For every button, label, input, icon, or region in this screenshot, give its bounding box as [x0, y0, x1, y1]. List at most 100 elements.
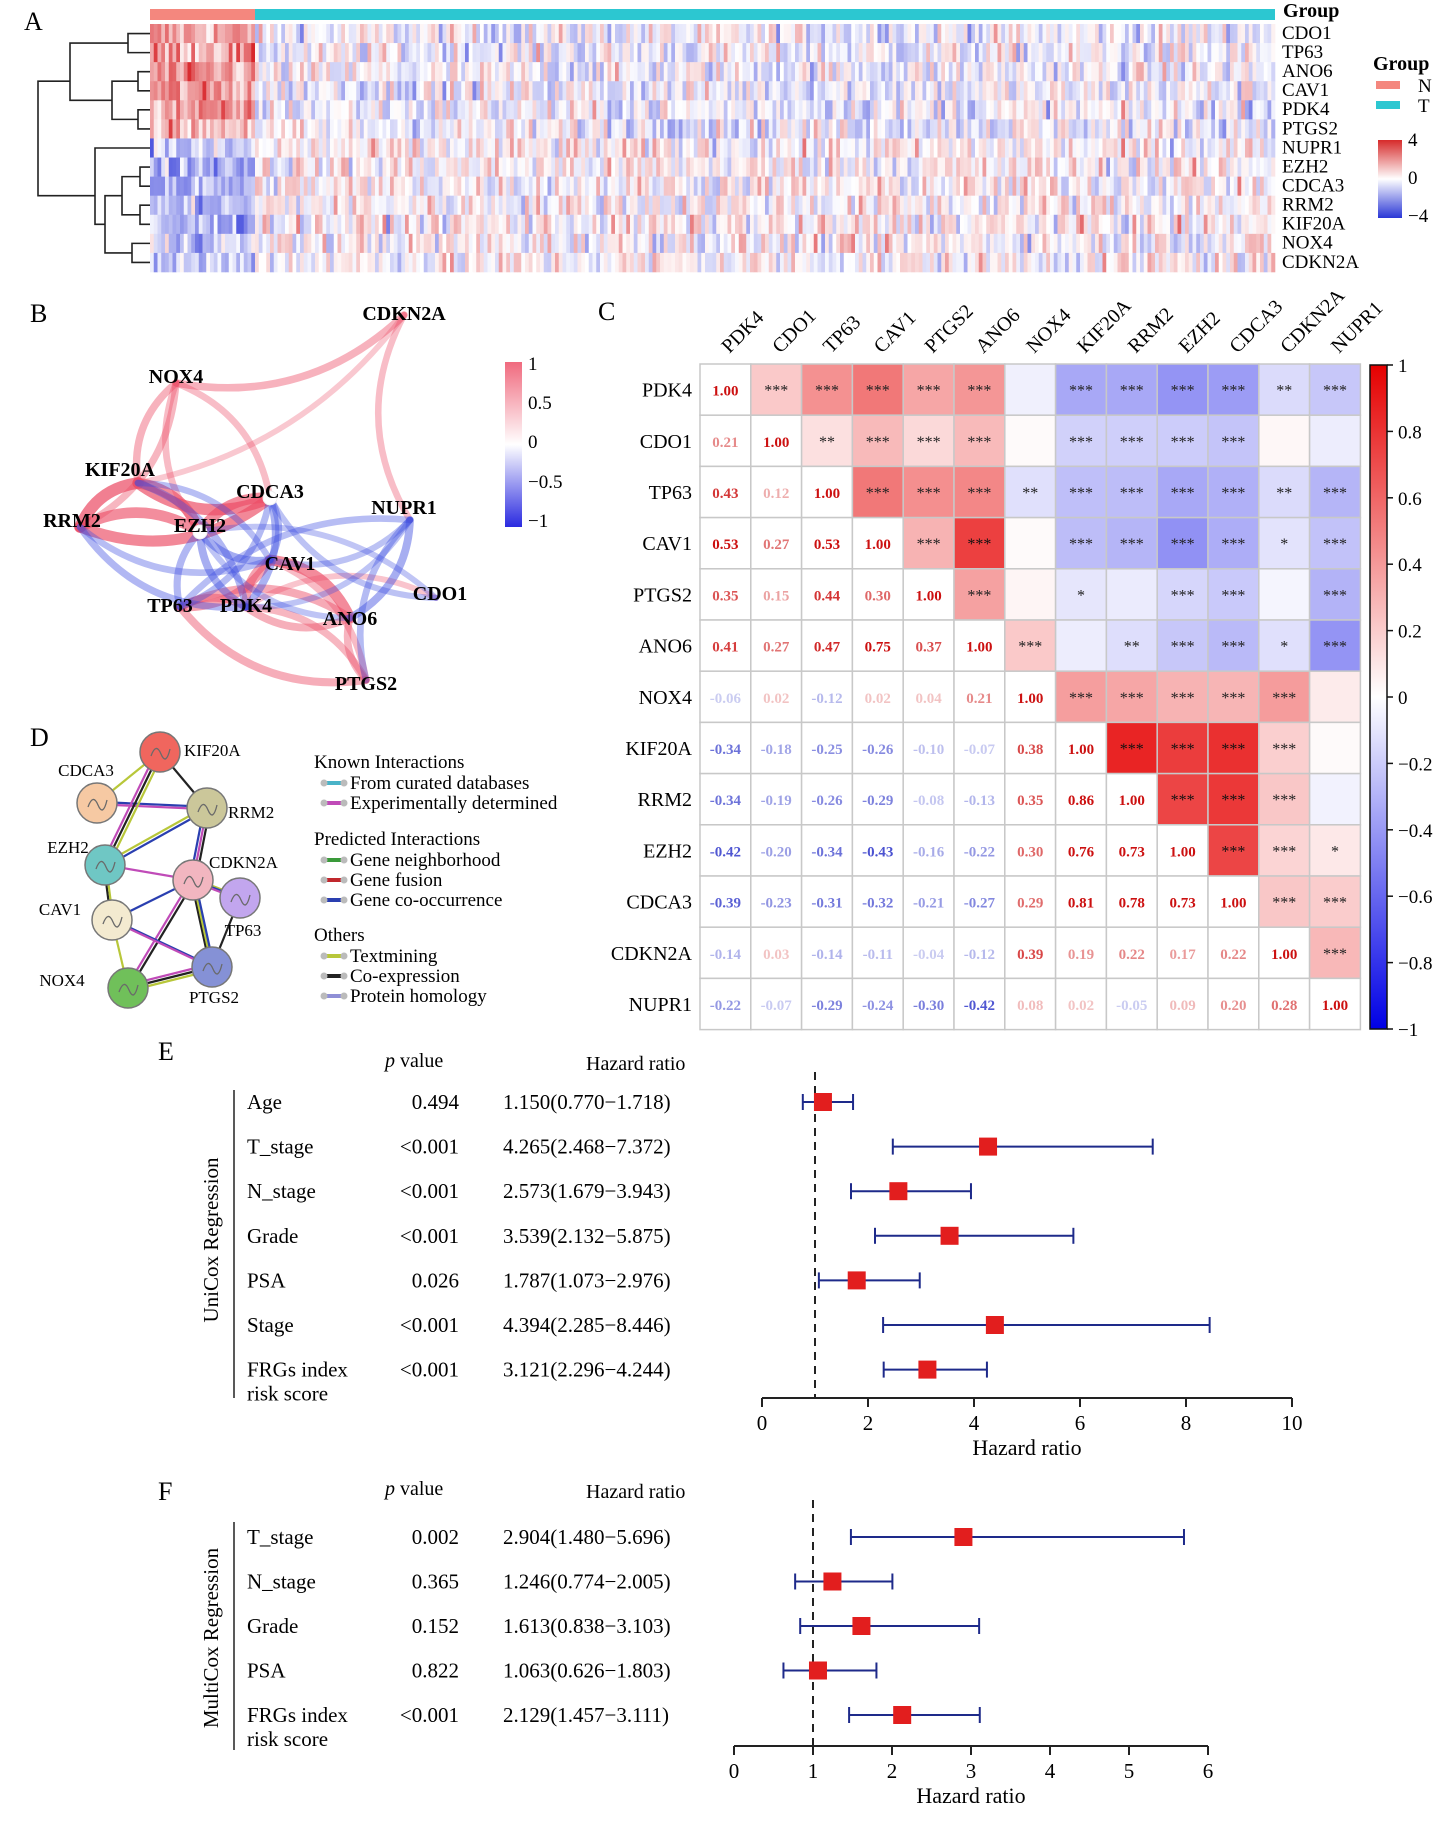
heatmap-cell — [993, 119, 998, 139]
heatmap-cell — [1181, 81, 1186, 101]
corr-cell — [750, 772, 803, 826]
heatmap-cell — [311, 214, 316, 235]
heatmap-cell — [262, 252, 267, 273]
heatmap-cell — [967, 138, 972, 158]
heatmap-cell — [1162, 214, 1167, 235]
heatmap-cell — [686, 100, 691, 120]
heatmap-cell — [708, 62, 713, 82]
heatmap-cell — [817, 176, 822, 196]
heatmap-cell — [558, 100, 563, 120]
heatmap-cell — [847, 24, 852, 44]
forest-group-label: MultiCox Regression — [199, 1547, 223, 1728]
heatmap-cell — [513, 157, 518, 177]
heatmap-cell — [768, 100, 773, 120]
heatmap-cell — [783, 195, 788, 216]
heatmap-cell — [1260, 176, 1265, 196]
heatmap-cell — [438, 157, 443, 177]
heatmap-cell — [907, 100, 912, 120]
heatmap-cell — [667, 195, 672, 216]
heatmap-cell — [228, 214, 233, 235]
heatmap-cell — [1110, 195, 1115, 216]
heatmap-cell — [525, 233, 530, 254]
heatmap-cell — [423, 195, 428, 216]
heatmap-cell — [532, 214, 537, 235]
heatmap-cell — [1091, 176, 1096, 196]
corr-row-label: CDO1 — [640, 431, 692, 453]
heatmap-cell — [802, 157, 807, 177]
corr-row-label: CDKN2A — [611, 943, 693, 965]
heatmap-cell — [330, 62, 335, 82]
heatmap-cell — [405, 195, 410, 216]
heatmap-cell — [506, 43, 511, 63]
heatmap-cell — [341, 24, 346, 44]
heatmap-cell — [660, 195, 665, 216]
heatmap-cell — [1102, 24, 1107, 44]
heatmap-cell — [555, 100, 560, 120]
heatmap-cell — [1170, 62, 1175, 82]
heatmap-cell — [720, 62, 725, 82]
heatmap-cell — [922, 138, 927, 158]
heatmap-cell — [858, 62, 863, 82]
heatmap-cell — [675, 119, 680, 139]
corr-significance: *** — [1221, 843, 1245, 860]
heatmap-cell — [1207, 81, 1212, 101]
heatmap-cell — [202, 43, 207, 63]
heatmap-cell — [1050, 24, 1055, 44]
heatmap-cell — [892, 119, 897, 139]
heatmap-cell — [1035, 252, 1040, 273]
heatmap-cell — [243, 138, 248, 158]
corr-cell — [902, 516, 955, 570]
heatmap-cell — [172, 195, 177, 216]
ppi-legend-dot — [340, 972, 348, 980]
heatmap-cell — [180, 195, 185, 216]
heatmap-cell — [810, 176, 815, 196]
network-edge — [266, 494, 440, 602]
forest-x-tick-label: 2 — [887, 1759, 898, 1783]
dendrogram-branch — [111, 80, 138, 121]
heatmap-cell — [266, 233, 271, 254]
heatmap-cell — [558, 195, 563, 216]
heatmap-cell — [1200, 43, 1205, 63]
heatmap-cell — [1196, 214, 1201, 235]
heatmap-cell — [307, 214, 312, 235]
corr-significance: *** — [1221, 587, 1245, 604]
heatmap-cell — [918, 43, 923, 63]
heatmap-cell — [1023, 252, 1028, 273]
heatmap-cell — [768, 233, 773, 254]
heatmap-cell — [1222, 195, 1227, 216]
heatmap-cell — [678, 157, 683, 177]
heatmap-cell — [1147, 195, 1152, 216]
heatmap-cell — [832, 195, 837, 216]
heatmap-cell — [416, 233, 421, 254]
corr-value: 1.00 — [865, 537, 891, 553]
heatmap-cell — [971, 24, 976, 44]
heatmap-cell — [1091, 195, 1096, 216]
heatmap-cell — [491, 157, 496, 177]
corr-value: 0.15 — [763, 588, 789, 604]
heatmap-cell — [716, 81, 721, 101]
heatmap-cell — [1252, 252, 1257, 273]
network-edge — [264, 554, 356, 624]
heatmap-cell — [341, 100, 346, 120]
corr-cell — [953, 721, 1006, 775]
heatmap-cell — [1181, 233, 1186, 254]
corr-cell — [1054, 977, 1108, 1031]
heatmap-cell — [915, 138, 920, 158]
corr-value: -0.19 — [761, 793, 792, 809]
heatmap-cell — [1140, 100, 1145, 120]
corr-significance: * — [1077, 587, 1085, 604]
heatmap-cell — [806, 119, 811, 139]
heatmap-cell — [558, 214, 563, 235]
heatmap-cell — [1170, 81, 1175, 101]
heatmap-cell — [198, 119, 203, 139]
heatmap-cell — [157, 81, 162, 101]
heatmap-cell — [1095, 233, 1100, 254]
heatmap-cell — [1181, 24, 1186, 44]
heatmap-cell — [153, 157, 158, 177]
heatmap-cell — [1046, 62, 1051, 82]
heatmap-cell — [622, 214, 627, 235]
heatmap-cell — [1128, 24, 1133, 44]
heatmap-cell — [1188, 195, 1193, 216]
heatmap-cell — [903, 43, 908, 63]
heatmap-cell — [982, 138, 987, 158]
